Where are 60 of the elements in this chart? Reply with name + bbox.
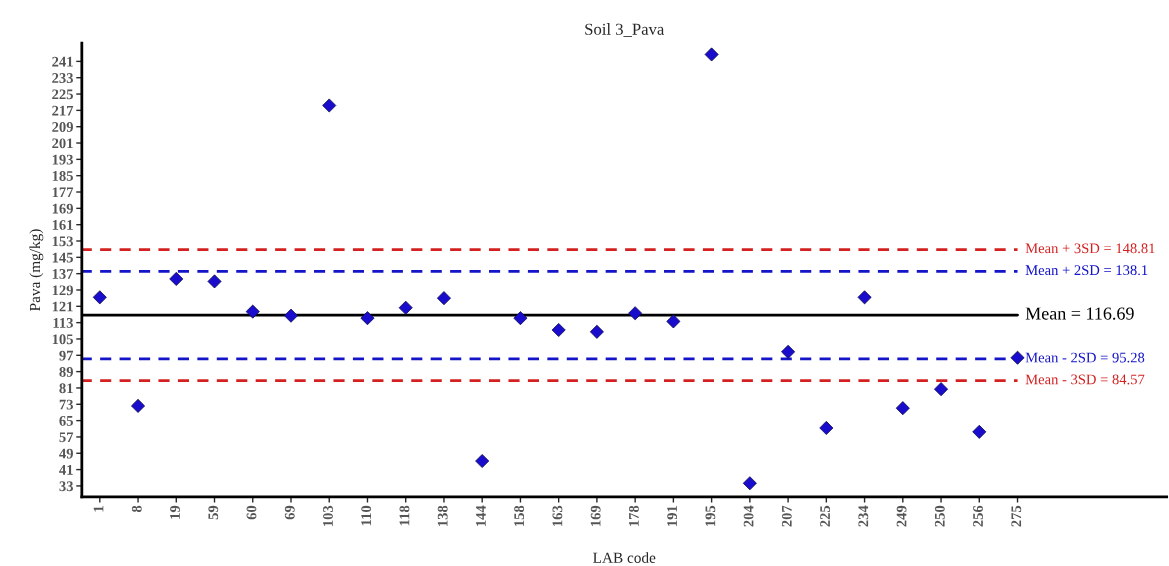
y-tick-label: 169	[52, 203, 73, 214]
chart-title: Soil 3_Pava	[585, 23, 665, 37]
x-tick-label: 191	[667, 506, 678, 526]
x-tick-label: 138	[437, 505, 448, 526]
ref-line-label: Mean = 116.69	[1025, 307, 1134, 320]
x-tick-label: 110	[361, 505, 372, 526]
y-tick-label: 217	[52, 105, 74, 116]
x-tick-label: 275	[1011, 505, 1022, 527]
y-tick-label: 81	[59, 383, 73, 394]
y-tick-label: 41	[59, 465, 73, 475]
x-tick-label: 169	[590, 505, 601, 526]
x-tick-label: 103	[323, 505, 333, 526]
y-tick-label: 33	[59, 481, 73, 492]
y-tick-label: 137	[52, 269, 74, 279]
y-tick-label: 233	[52, 73, 73, 83]
y-tick-label: 225	[52, 89, 73, 100]
ref-line-label: Mean - 2SD = 95.28	[1025, 352, 1145, 363]
y-tick-label: 113	[53, 318, 73, 328]
y-tick-label: 177	[52, 187, 74, 198]
y-tick-label: 89	[59, 366, 73, 377]
x-tick-label: 178	[628, 505, 639, 526]
y-tick-label: 193	[52, 154, 73, 165]
y-tick-label: 65	[59, 416, 73, 426]
x-tick-label: 59	[208, 505, 219, 520]
x-tick-label: 234	[858, 505, 869, 527]
ref-line-label: Mean + 3SD = 148.81	[1025, 243, 1155, 254]
x-tick-label: 163	[552, 505, 563, 526]
y-tick-label: 185	[52, 171, 73, 181]
x-tick-label: 1	[93, 506, 104, 512]
y-tick-label: 129	[52, 285, 73, 296]
x-tick-label: 207	[781, 505, 792, 527]
y-tick-label: 201	[52, 138, 73, 149]
y-tick-label: 97	[59, 350, 74, 361]
x-tick-label: 158	[514, 505, 525, 526]
y-tick-label: 161	[52, 220, 73, 230]
ref-line-label: Mean + 2SD = 138.1	[1025, 265, 1148, 276]
x-tick-label: 60	[246, 505, 257, 520]
x-axis-title: LAB code	[593, 552, 656, 563]
y-tick-label: 105	[52, 334, 73, 345]
y-axis-title: Pava (mg/kg)	[29, 229, 44, 311]
x-tick-label: 225	[820, 505, 830, 527]
y-tick-label: 241	[52, 56, 73, 67]
x-tick-label: 118	[399, 505, 410, 526]
x-tick-label: 8	[131, 505, 142, 513]
y-tick-label: 73	[59, 399, 73, 410]
x-tick-label: 256	[973, 505, 983, 527]
ref-line-label: Mean - 3SD = 84.57	[1025, 374, 1145, 385]
y-tick-label: 209	[52, 122, 73, 132]
x-tick-label: 249	[896, 505, 907, 527]
x-tick-label: 19	[170, 505, 180, 519]
y-tick-label: 49	[59, 448, 73, 459]
y-tick-label: 121	[52, 301, 73, 312]
x-tick-label: 69	[284, 505, 295, 520]
x-tick-label: 250	[934, 505, 945, 527]
y-tick-label: 145	[52, 252, 73, 263]
x-tick-label: 144	[476, 505, 486, 526]
x-tick-label: 195	[705, 505, 716, 526]
y-tick-label: 153	[52, 236, 73, 247]
x-tick-label: 204	[743, 505, 754, 527]
y-tick-label: 57	[59, 432, 74, 443]
